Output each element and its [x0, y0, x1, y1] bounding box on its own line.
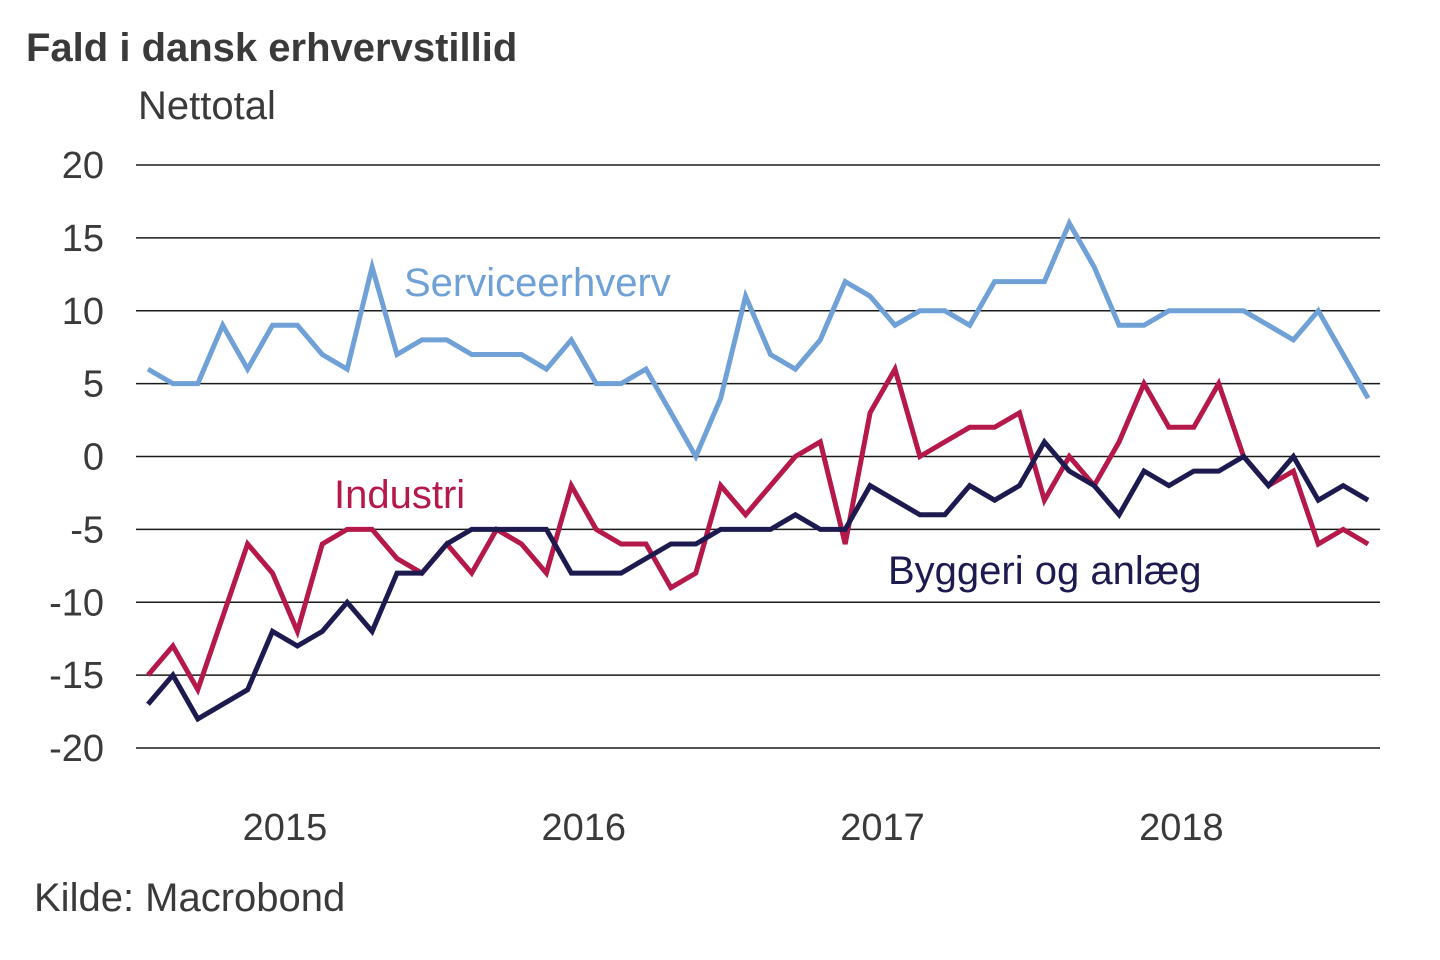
- series-lines: [146, 217, 1371, 723]
- series-label-industri: Industri: [334, 473, 465, 517]
- series-label-serviceerhverv: Serviceerhverv: [404, 261, 671, 305]
- series-line-serviceerhverv: [146, 217, 1371, 463]
- chart-title: Fald i dansk erhvervstillid: [26, 26, 518, 70]
- series-label-byggeri: Byggeri og anlæg: [888, 549, 1202, 593]
- series-line-byggeri-og-anl-g: [146, 437, 1370, 723]
- y-axis-ticks: 20 15 10 5 0 -5 -10 -15 -20: [49, 145, 104, 770]
- y-axis-label: Nettotal: [138, 84, 276, 128]
- gridlines: [136, 164, 1380, 749]
- x-tick-label: 2016: [541, 807, 626, 849]
- y-tick-label: -20: [49, 728, 104, 770]
- x-axis-ticks: 2015 2016 2017 2018: [243, 807, 1224, 849]
- series-line-industri: [146, 362, 1370, 696]
- y-tick-label: 10: [62, 291, 104, 333]
- y-tick-label: -15: [49, 655, 104, 697]
- x-tick-label: 2015: [243, 807, 328, 849]
- y-tick-label: 5: [83, 364, 104, 406]
- source-note: Kilde: Macrobond: [34, 876, 346, 920]
- y-tick-label: 20: [62, 145, 104, 187]
- x-tick-label: 2017: [840, 807, 925, 849]
- y-tick-label: 15: [62, 218, 104, 260]
- y-tick-label: 0: [83, 437, 104, 479]
- y-tick-label: -10: [49, 582, 104, 624]
- x-tick-label: 2018: [1139, 807, 1224, 849]
- y-tick-label: -5: [70, 509, 104, 551]
